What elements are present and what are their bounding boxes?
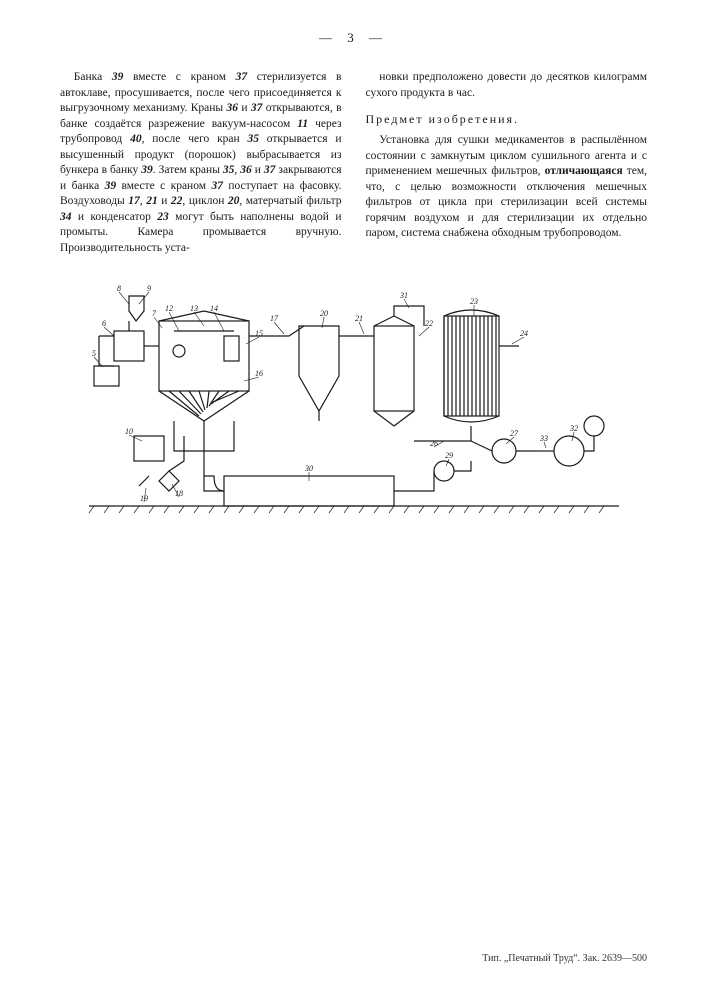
ref-num: 11 [297,118,308,130]
ref-num: 35 [247,133,259,145]
svg-text:31: 31 [399,291,408,300]
print-footer: Тип. „Печатный Труд“. Зак. 2639—500 [482,953,647,964]
subject-heading: Предмет изобретения. [366,111,648,127]
svg-text:20: 20 [320,309,328,318]
txt: , после чего кран [142,133,248,145]
txt: вместе с краном [123,71,235,83]
svg-text:24: 24 [520,329,528,338]
txt: , матерчатый фильтр [239,195,341,207]
left-column: Банка 39 вместе с краном 37 стерилизуетс… [60,70,342,256]
technical-diagram: 8 9 6 5 12 13 14 15 16 7 17 20 21 31 22 23 24 26 27 33 32 18 1… [60,276,647,536]
diagram-svg: 8 9 6 5 12 13 14 15 16 7 17 20 21 31 22 23 24 26 27 33 32 18 1… [74,276,634,536]
svg-text:9: 9 [147,284,151,293]
ref-num: 23 [157,211,169,223]
txt: и [158,195,171,207]
svg-text:13: 13 [190,304,198,313]
txt: . Затем краны [153,164,223,176]
svg-text:29: 29 [445,451,453,460]
ref-num: 22 [171,195,183,207]
ref-num: 37 [236,71,248,83]
txt: вместе с краном [116,180,211,192]
ref-num: 20 [228,195,240,207]
svg-text:5: 5 [92,349,96,358]
svg-text:21: 21 [355,314,363,323]
ref-num: 17 [128,195,140,207]
ref-num: 36 [227,102,239,114]
svg-text:30: 30 [304,464,313,473]
svg-text:7: 7 [152,309,157,318]
svg-text:8: 8 [117,284,121,293]
txt: и конденсатор [72,211,158,223]
ref-num: 39 [112,71,124,83]
svg-text:14: 14 [210,304,218,313]
ref-num: 37 [211,180,223,192]
svg-text:19: 19 [140,494,148,503]
svg-text:10: 10 [125,427,133,436]
txt: и [238,102,251,114]
page-number: — 3 — [60,30,647,46]
svg-text:15: 15 [255,329,263,338]
ref-num: 39 [105,180,117,192]
ref-num: 35 [223,164,235,176]
right-p1: новки предположено довести до десятков к… [366,70,648,101]
svg-text:26: 26 [430,439,438,448]
svg-text:32: 32 [569,424,578,433]
ref-num: 36 [240,164,252,176]
right-p2: Установка для сушки медикаментов в распы… [366,133,648,242]
svg-text:22: 22 [425,319,433,328]
ref-num: 37 [251,102,263,114]
txt: и [252,164,264,176]
right-column: новки предположено довести до десятков к… [366,70,648,256]
ref-num: 34 [60,211,72,223]
ref-num: 40 [130,133,142,145]
txt: , циклон [182,195,227,207]
svg-text:16: 16 [255,369,263,378]
text-columns: Банка 39 вместе с краном 37 стерилизуетс… [60,70,647,256]
ref-num: 39 [141,164,153,176]
left-paragraph: Банка 39 вместе с краном 37 стерилизуетс… [60,70,342,256]
svg-text:23: 23 [470,297,478,306]
txt: Банка [74,71,112,83]
svg-text:6: 6 [102,319,106,328]
ref-num: 21 [146,195,158,207]
svg-text:12: 12 [165,304,173,313]
svg-text:18: 18 [175,489,183,498]
svg-text:27: 27 [510,429,519,438]
svg-text:33: 33 [539,434,548,443]
svg-text:17: 17 [270,314,279,323]
emph: отличающаяся [545,165,623,177]
ref-num: 37 [264,164,276,176]
